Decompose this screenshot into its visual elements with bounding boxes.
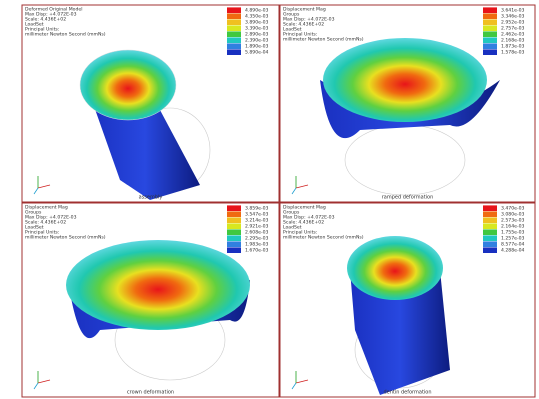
legend-label: 1.755e-03	[501, 230, 525, 236]
legend-label: 1.257e-03	[501, 236, 525, 242]
legend-swatch	[483, 241, 497, 247]
header-line: millimeter Newton Second (mmNs)	[25, 235, 106, 241]
legend-swatch	[483, 247, 497, 253]
legend-swatch	[483, 43, 497, 49]
legend-label: 2.164e-03	[501, 224, 525, 230]
legend-swatch	[483, 25, 497, 31]
legend-label: 2.390e-03	[245, 38, 269, 44]
legend-label: 3.890e-03	[245, 20, 269, 26]
legend-label: 8.577e-04	[501, 242, 525, 248]
legend-label: 3.547e-03	[245, 212, 269, 218]
legend-label: 2.573e-03	[501, 218, 525, 224]
legend-swatch	[227, 217, 241, 223]
legend-swatch	[227, 7, 241, 13]
legend-swatch	[483, 7, 497, 13]
legend-swatch	[227, 223, 241, 229]
fem-model	[347, 236, 450, 395]
legend-label: 3.346e-03	[501, 14, 525, 20]
legend-label: 1.890e-03	[245, 44, 269, 50]
legend-label: 4.350e-03	[245, 14, 269, 20]
legend-label: 3.641e-03	[501, 8, 525, 14]
legend-swatch	[227, 229, 241, 235]
legend-swatch	[227, 241, 241, 247]
legend-label: 2.608e-03	[245, 230, 269, 236]
legend-swatch	[227, 235, 241, 241]
caption: dentin deformation	[383, 390, 431, 396]
legend-swatch	[483, 229, 497, 235]
legend-label: 3.080e-03	[501, 212, 525, 218]
legend-swatch	[227, 19, 241, 25]
legend-label: 1.983e-03	[245, 242, 269, 248]
legend-label: 2.295e-03	[245, 236, 269, 242]
legend-swatch	[483, 37, 497, 43]
legend-swatch	[483, 13, 497, 19]
header-line: millimeter Newton Second (mmNs)	[25, 32, 106, 38]
legend-label: 3.859e-03	[245, 206, 269, 212]
legend-label: 2.168e-03	[501, 38, 525, 44]
header-line: millimeter Newton Second (mmNs)	[283, 235, 364, 241]
legend-swatch	[227, 247, 241, 253]
legend-swatch	[227, 37, 241, 43]
legend-label: 2.921e-03	[245, 224, 269, 230]
legend-swatch	[483, 211, 497, 217]
legend-label: 4.288e-04	[501, 248, 525, 254]
legend-label: 2.757e-03	[501, 26, 525, 32]
legend-label: 1.873e-03	[501, 44, 525, 50]
screenshot: Deformed Original ModelMax Disp: +4.072E…	[0, 0, 539, 399]
legend-label: 2.952e-03	[501, 20, 525, 26]
legend-swatch	[227, 205, 241, 211]
legend-swatch	[227, 25, 241, 31]
legend-swatch	[483, 31, 497, 37]
header-line: millimeter Newton Second (mmNs)	[283, 37, 364, 43]
legend-swatch	[483, 235, 497, 241]
legend-swatch	[483, 217, 497, 223]
legend-swatch	[227, 49, 241, 55]
legend-label: 3.214e-03	[245, 218, 269, 224]
legend-swatch	[483, 19, 497, 25]
legend-swatch	[483, 223, 497, 229]
caption: crown deformation	[127, 390, 174, 396]
legend-label: 1.578e-03	[501, 50, 525, 56]
legend-swatch	[227, 31, 241, 37]
legend-label: 1.670e-03	[245, 248, 269, 254]
legend-label: 5.890e-04	[245, 50, 269, 56]
legend-label: 3.470e-03	[501, 206, 525, 212]
legend-label: 4.890e-03	[245, 8, 269, 14]
legend-swatch	[483, 205, 497, 211]
legend-swatch	[483, 49, 497, 55]
legend-label: 2.890e-03	[245, 32, 269, 38]
caption: ramped deformation	[382, 195, 434, 201]
legend-swatch	[227, 13, 241, 19]
legend-label: 3.390e-03	[245, 26, 269, 32]
legend-swatch	[227, 43, 241, 49]
legend-swatch	[227, 211, 241, 217]
legend-label: 2.462e-03	[501, 32, 525, 38]
caption: assembly	[139, 195, 163, 201]
